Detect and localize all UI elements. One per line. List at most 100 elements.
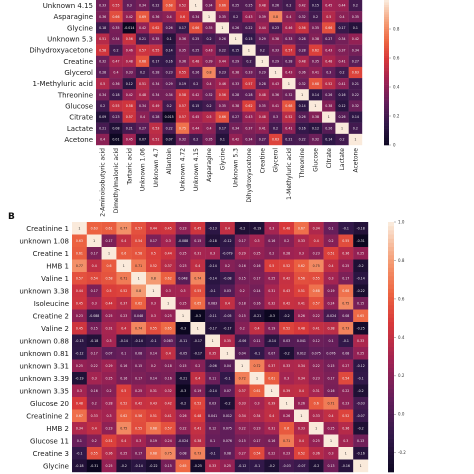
cell-value-label: 0.26 xyxy=(272,4,279,8)
heatmap-cell xyxy=(96,0,110,12)
panel-a-col-label: Allantoin xyxy=(166,148,173,175)
cell-value-label: 0.33 xyxy=(239,401,246,405)
heatmap-cell xyxy=(86,347,102,360)
cell-value-label: -0.07 xyxy=(356,414,364,418)
cell-value-label: -0.2 xyxy=(121,464,127,468)
colorbar-segment xyxy=(388,222,394,227)
heatmap-cell xyxy=(353,322,369,335)
heatmap-cell xyxy=(205,384,221,398)
heatmap-cell xyxy=(202,89,216,101)
cell-value-label: 0.14 xyxy=(299,104,306,108)
cell-value-label: 1 xyxy=(212,339,214,343)
cell-value-label: 0.16 xyxy=(91,389,98,393)
panel-a-col-label: Citrate xyxy=(326,148,333,169)
heatmap-cell xyxy=(249,234,265,248)
heatmap-cell xyxy=(160,397,176,410)
cell-value-label: 0.54 xyxy=(135,239,142,243)
cell-value-label: 0.4 xyxy=(299,389,304,393)
cell-value-label: 0.58 xyxy=(135,251,142,255)
cell-value-label: 0.13 xyxy=(327,464,334,468)
cell-value-label: -0.17 xyxy=(194,351,202,355)
panel-b-row-label: Creatine 2 xyxy=(33,312,69,320)
cell-value-label: 0.2 xyxy=(240,326,245,330)
colorbar-segment xyxy=(384,9,389,13)
cell-value-label: 0.22 xyxy=(313,364,320,368)
heatmap-cell xyxy=(175,111,190,123)
heatmap-cell xyxy=(264,334,280,348)
heatmap-cell xyxy=(268,122,283,135)
cell-value-label: 0.25 xyxy=(357,251,364,255)
heatmap-cell xyxy=(279,384,295,398)
cell-value-label: 0.48 xyxy=(259,4,266,8)
colorbar-segment xyxy=(384,70,389,73)
cell-value-label: 1 xyxy=(315,426,317,430)
panel-a-col-label: Asparagine xyxy=(206,148,213,182)
cell-value-label: 0.26 xyxy=(283,414,290,418)
panel-b-row-label: unknown 3.35 xyxy=(19,387,69,395)
cell-value-label: 0.52 xyxy=(179,4,186,8)
heatmap-cell xyxy=(220,372,235,385)
heatmap-cell xyxy=(308,55,323,68)
cell-value-label: 0.19 xyxy=(327,289,334,293)
heatmap-cell xyxy=(101,309,117,323)
heatmap-cell xyxy=(229,33,243,45)
colorbar-segment xyxy=(388,338,394,344)
cell-value-label: -0.14 xyxy=(134,464,142,468)
cell-value-label: 0.34 xyxy=(239,414,246,418)
heatmap-cell xyxy=(162,0,176,12)
heatmap-cell xyxy=(162,33,176,45)
cell-value-label: 0.17 xyxy=(253,439,260,443)
cell-value-label: 0.2 xyxy=(113,48,118,52)
heatmap-cell xyxy=(160,297,176,310)
heatmap-cell xyxy=(72,347,87,360)
cell-value-label: -0.31 xyxy=(90,464,98,468)
cell-value-label: 0.16 xyxy=(239,264,246,268)
cell-value-label: 0.54 xyxy=(342,376,349,380)
heatmap-cell xyxy=(215,44,230,56)
cell-value-label: 0.5 xyxy=(151,251,156,255)
heatmap-cell xyxy=(220,334,235,348)
cell-value-label: 0.2 xyxy=(140,71,145,75)
colorbar-segment xyxy=(388,313,394,319)
heatmap-cell xyxy=(234,222,250,235)
cell-value-label: 1 xyxy=(256,376,258,380)
cell-value-label: 0.34 xyxy=(253,414,260,418)
heatmap-cell xyxy=(149,22,163,34)
heatmap-cell xyxy=(295,44,309,56)
heatmap-cell xyxy=(353,409,369,423)
heatmap-cell xyxy=(249,322,265,335)
heatmap-cell xyxy=(205,334,221,348)
heatmap-cell xyxy=(135,22,150,34)
heatmap-cell xyxy=(323,222,339,235)
cell-value-label: 0.32 xyxy=(99,59,106,63)
cell-value-label: -0.14 xyxy=(208,264,216,268)
heatmap-cell xyxy=(215,122,230,135)
heatmap-cell xyxy=(146,259,161,273)
colorbar-segment xyxy=(388,284,394,289)
panel-b-row-label: Creatinine 2 xyxy=(26,412,69,420)
heatmap-cell xyxy=(220,297,235,310)
cell-value-label: 0.34 xyxy=(232,126,239,130)
heatmap-cell xyxy=(335,44,349,56)
heatmap-cell xyxy=(234,347,250,360)
cell-value-label: 0.16 xyxy=(253,301,260,305)
cell-value-label: 0.2 xyxy=(92,401,97,405)
heatmap-cell xyxy=(322,133,336,146)
cell-value-label: 1 xyxy=(182,314,184,318)
colorbar-segment xyxy=(388,309,394,314)
cell-value-label: 0.26 xyxy=(166,26,173,30)
cell-value-label: 0.23 xyxy=(313,251,320,255)
heatmap-cell xyxy=(72,259,87,273)
panel-a-row-label: Acetone xyxy=(64,136,93,144)
colorbar-segment xyxy=(384,89,389,93)
cell-value-label: 0.57 xyxy=(126,115,133,119)
heatmap-cell xyxy=(338,234,354,248)
heatmap-cell xyxy=(264,272,280,285)
cell-value-label: 0.14 xyxy=(150,376,157,380)
cell-value-label: 0.36 xyxy=(99,15,106,19)
heatmap-cell xyxy=(131,447,147,460)
heatmap-cell xyxy=(215,0,230,12)
cell-value-label: 0.32 xyxy=(312,138,319,142)
cell-value-label: -0.1 xyxy=(343,339,349,343)
cell-value-label: 1 xyxy=(360,464,362,468)
